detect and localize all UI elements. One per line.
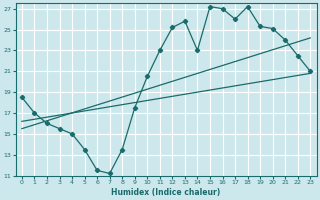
X-axis label: Humidex (Indice chaleur): Humidex (Indice chaleur): [111, 188, 221, 197]
